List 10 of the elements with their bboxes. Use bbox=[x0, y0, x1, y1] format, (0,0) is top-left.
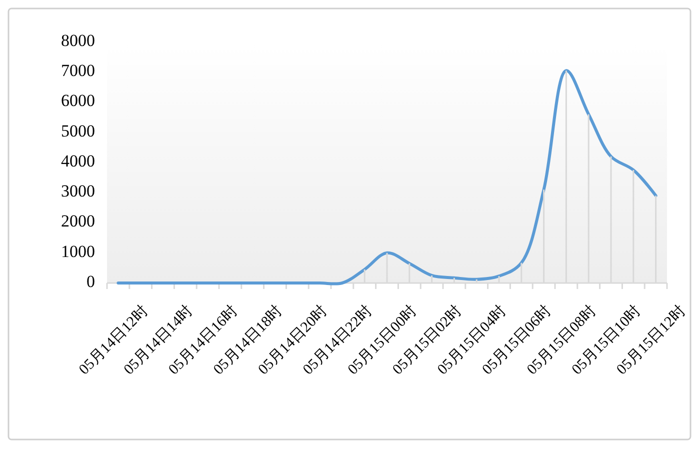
y-tick-label: 8000 bbox=[61, 30, 95, 50]
y-tick-label: 0 bbox=[86, 272, 95, 291]
y-tick-label: 2000 bbox=[61, 212, 95, 231]
y-tick-label: 7000 bbox=[61, 61, 95, 80]
y-tick-label: 4000 bbox=[61, 151, 95, 170]
y-tick-label: 1000 bbox=[61, 242, 95, 261]
y-tick-label: 6000 bbox=[61, 91, 95, 110]
y-tick-label: 3000 bbox=[61, 182, 95, 201]
y-tick-label: 5000 bbox=[61, 121, 95, 140]
line-series bbox=[116, 69, 658, 286]
